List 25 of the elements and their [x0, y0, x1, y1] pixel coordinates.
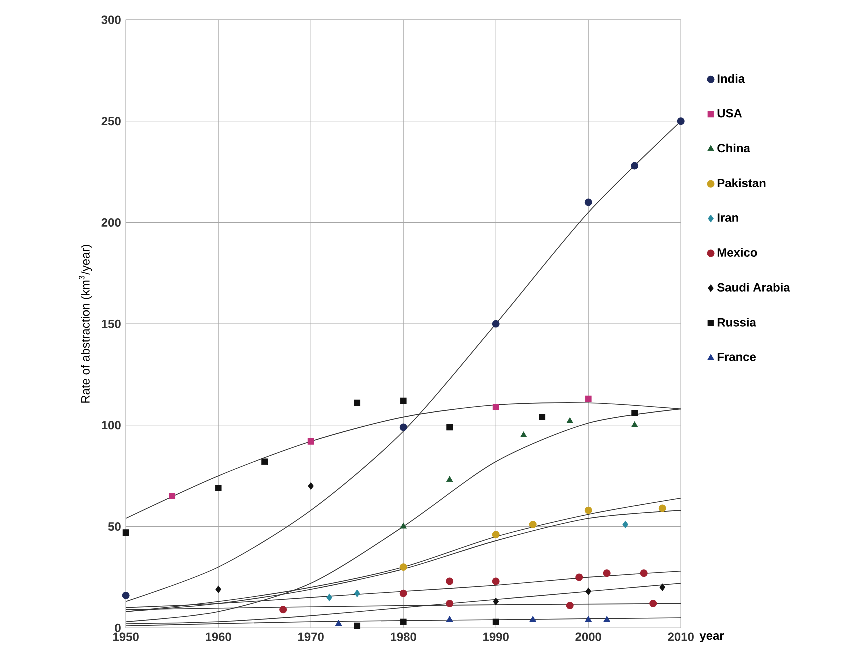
legend-label: France: [718, 352, 756, 362]
y-tick-label: 100: [102, 421, 121, 430]
x-tick-label: 1960: [206, 632, 232, 642]
x-tick-label: 1950: [114, 632, 139, 642]
legend-label: Mexico: [718, 248, 758, 257]
y-axis-title: Rate of abstraction (km$^{3}$/year): [79, 244, 92, 403]
legend-label: USA: [718, 109, 742, 118]
legend-label: Russia: [718, 318, 756, 327]
x-tick-label: 2010: [668, 632, 694, 642]
y-tick-label: 300: [102, 16, 121, 24]
legend-label: China: [718, 144, 750, 153]
x-tick-label: 2000: [576, 632, 602, 642]
legend-label: India: [718, 74, 746, 84]
x-tick-label: 1980: [391, 632, 416, 642]
y-tick-label: 150: [102, 320, 121, 328]
x-tick-label: 1990: [484, 632, 509, 642]
x-axis-title: year: [700, 633, 724, 642]
legend-label: Pakistan: [718, 178, 766, 188]
y-tick-label: 200: [102, 218, 121, 227]
legend-label: Saudi Arabia: [718, 283, 790, 292]
y-tick-label: 0: [115, 624, 121, 632]
legend-label: Iran: [718, 214, 738, 222]
y-tick-label: 50: [108, 522, 121, 531]
x-tick-label: 1970: [298, 632, 324, 642]
y-tick-label: 250: [102, 117, 121, 126]
